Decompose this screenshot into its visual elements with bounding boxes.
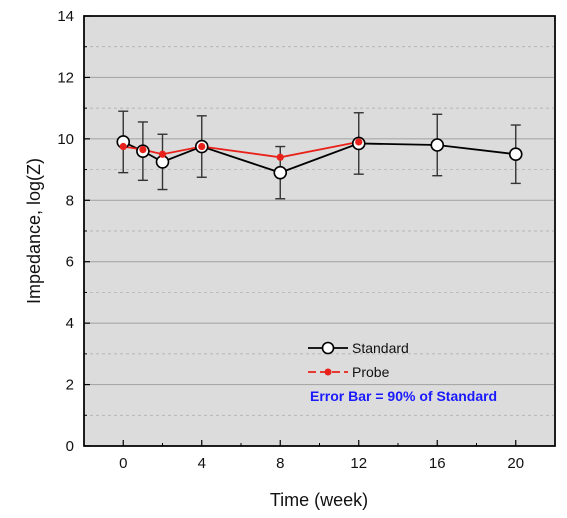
plot-border bbox=[83, 15, 556, 447]
data-point-standard bbox=[273, 165, 288, 180]
legend-standard-marker bbox=[321, 341, 335, 355]
x-tick-label: 0 bbox=[119, 455, 127, 472]
legend: Standard Probe Error Bar = 90% of Standa… bbox=[308, 340, 497, 404]
data-point-standard bbox=[508, 147, 523, 162]
data-point-probe bbox=[119, 142, 127, 151]
y-tick-label: 8 bbox=[66, 192, 74, 209]
data-point-probe bbox=[198, 142, 206, 151]
data-point-probe bbox=[139, 146, 147, 154]
x-axis-title: Time (week) bbox=[270, 490, 368, 510]
legend-standard-label: Standard bbox=[352, 340, 409, 356]
y-axis-title: Impedance, log(Z) bbox=[24, 158, 44, 304]
x-tick-label: 8 bbox=[276, 455, 284, 472]
series-layer bbox=[116, 110, 523, 200]
x-tick-label: 16 bbox=[429, 455, 446, 472]
data-point-probe bbox=[276, 153, 284, 161]
y-tick-label: 0 bbox=[66, 438, 74, 455]
y-tick-label: 14 bbox=[57, 8, 74, 25]
data-point-probe bbox=[158, 150, 167, 158]
x-tick-label: 20 bbox=[507, 455, 524, 472]
y-tick-label: 6 bbox=[66, 254, 74, 271]
y-tick-label: 4 bbox=[66, 315, 74, 332]
y-tick-label: 2 bbox=[66, 377, 74, 394]
error-bar-note: Error Bar = 90% of Standard bbox=[310, 388, 497, 404]
legend-probe-label: Probe bbox=[352, 364, 390, 380]
legend-probe-marker bbox=[324, 368, 332, 376]
x-tick-label: 4 bbox=[198, 455, 206, 472]
y-tick-label: 10 bbox=[57, 131, 74, 148]
y-tick-label: 12 bbox=[57, 69, 74, 86]
x-tick-label: 12 bbox=[350, 455, 367, 472]
data-point-probe bbox=[355, 138, 363, 146]
data-point-standard bbox=[430, 138, 445, 152]
axis-ticks: 0 2 4 6 8 10 12 14 0 4 8 12 16 20 bbox=[57, 8, 524, 472]
